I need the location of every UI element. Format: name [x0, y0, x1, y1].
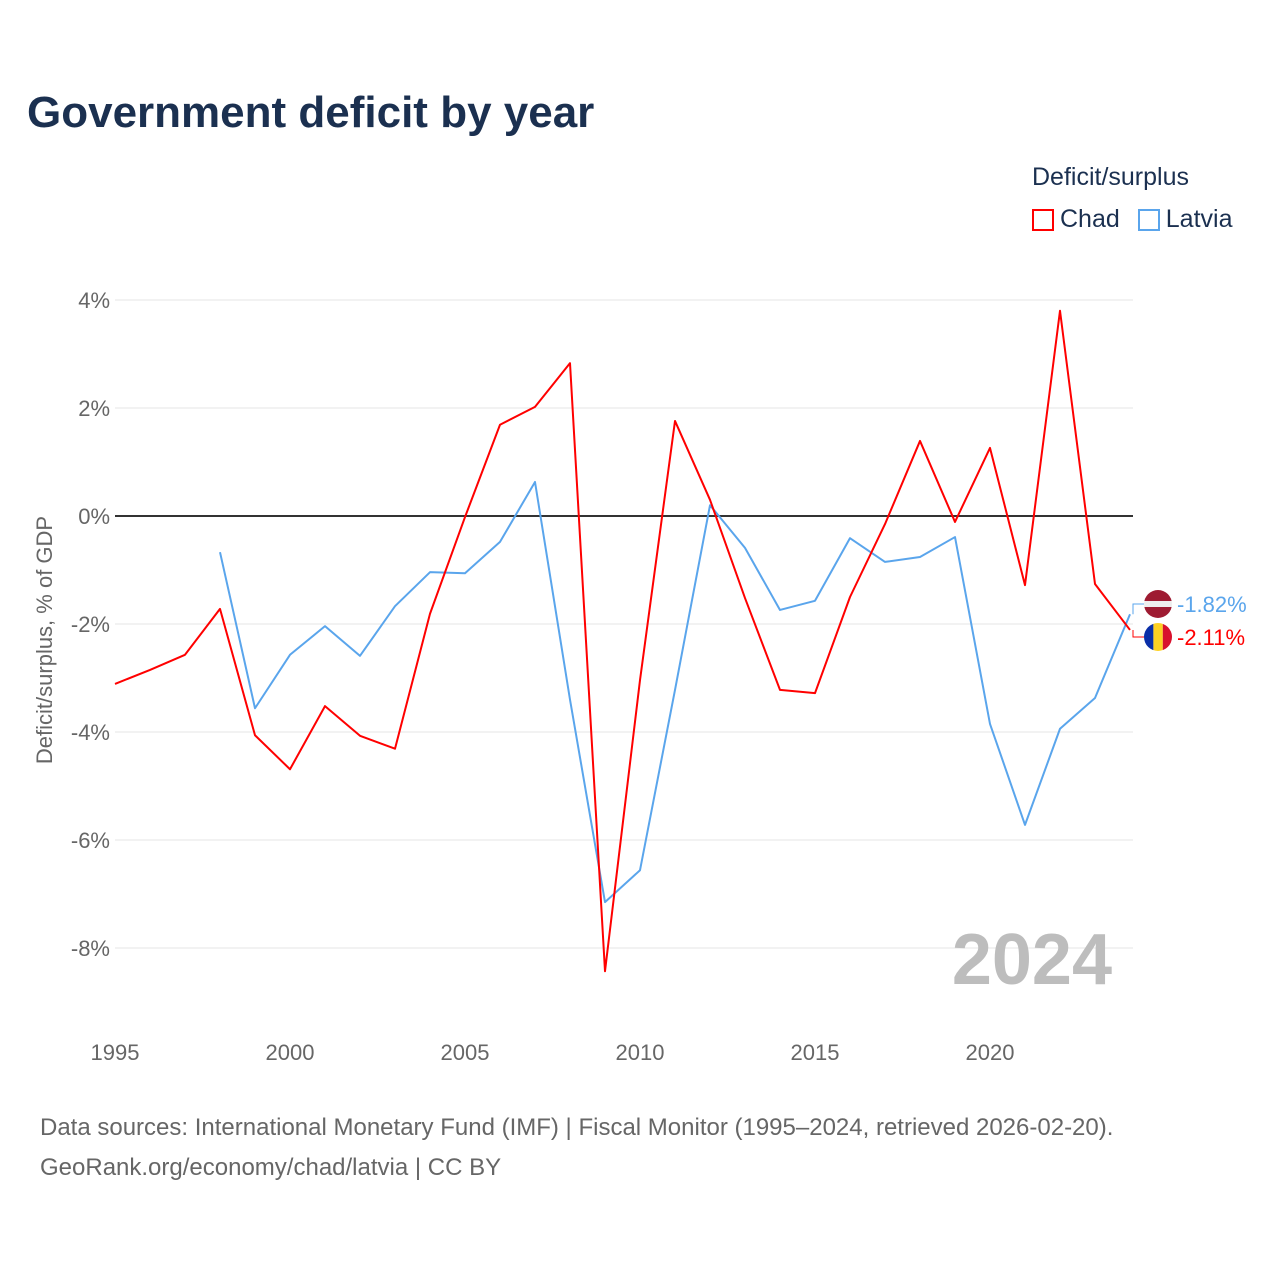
legend-swatch-latvia [1137, 208, 1160, 231]
legend-item-chad[interactable]: Chad [1032, 205, 1120, 234]
page-title: Government deficit by year [27, 88, 595, 137]
x-tick-label: 2020 [966, 1040, 1015, 1065]
y-tick-label: 2% [78, 396, 110, 421]
y-tick-label: -6% [71, 828, 110, 853]
end-label-latvia: -1.82% [1177, 592, 1247, 617]
source-note: Data sources: International Monetary Fun… [40, 1108, 1113, 1188]
legend-label-latvia: Latvia [1165, 205, 1233, 233]
flag-latvia-icon [1144, 590, 1172, 618]
x-tick-label: 2005 [441, 1040, 490, 1065]
x-tick-label: 2015 [791, 1040, 840, 1065]
y-axis-label: Deficit/surplus, % of GDP [32, 516, 57, 764]
legend-swatch-chad [1032, 208, 1054, 231]
y-tick-label: -4% [71, 720, 110, 745]
flag-chad-icon [1144, 623, 1172, 651]
y-tick-label: -8% [71, 936, 110, 961]
legend-title: Deficit/surplus [1032, 163, 1189, 191]
y-tick-label: 0% [78, 504, 110, 529]
series-line-latvia [219, 480, 1131, 904]
x-tick-label: 1995 [91, 1040, 140, 1065]
end-label-chad: -2.11% [1177, 625, 1245, 650]
x-tick-label: 2000 [266, 1040, 315, 1065]
source-line-1: Data sources: International Monetary Fun… [40, 1114, 1114, 1141]
source-line-2: GeoRank.org/economy/chad/latvia | CC BY [40, 1154, 502, 1181]
series-line-chad [114, 309, 1131, 973]
x-tick-label: 2010 [616, 1040, 665, 1065]
y-tick-label: 4% [78, 288, 110, 313]
legend-item-latvia[interactable]: Latvia [1137, 205, 1233, 234]
legend: Chad Latvia [1032, 205, 1232, 234]
label-connector [1132, 629, 1144, 638]
year-watermark: 2024 [952, 920, 1112, 1000]
legend-label-chad: Chad [1060, 205, 1120, 233]
label-connector [1132, 603, 1144, 615]
y-tick-label: -2% [71, 612, 110, 637]
